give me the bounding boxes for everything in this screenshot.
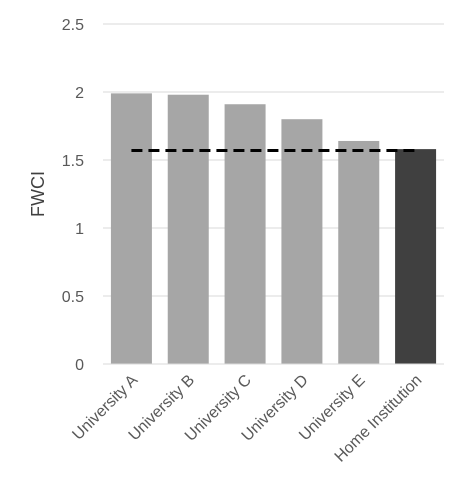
y-tick-label: 0 bbox=[75, 357, 84, 374]
gridlines bbox=[103, 23, 444, 297]
y-tick-label: 1 bbox=[75, 221, 84, 238]
bars bbox=[110, 93, 437, 365]
bar bbox=[395, 149, 437, 364]
y-tick-label: 0.5 bbox=[62, 289, 84, 306]
y-axis-title: FWCI bbox=[28, 171, 48, 217]
y-tick-label: 2 bbox=[75, 85, 84, 102]
bar bbox=[224, 104, 266, 365]
y-tick-labels: 0 0.5 1 1.5 2 2.5 bbox=[62, 17, 84, 374]
bar bbox=[110, 93, 152, 365]
y-tick-label: 2.5 bbox=[62, 17, 84, 34]
bar bbox=[281, 119, 323, 364]
y-tick-label: 1.5 bbox=[62, 153, 84, 170]
bar bbox=[338, 140, 380, 364]
bar bbox=[167, 94, 209, 364]
